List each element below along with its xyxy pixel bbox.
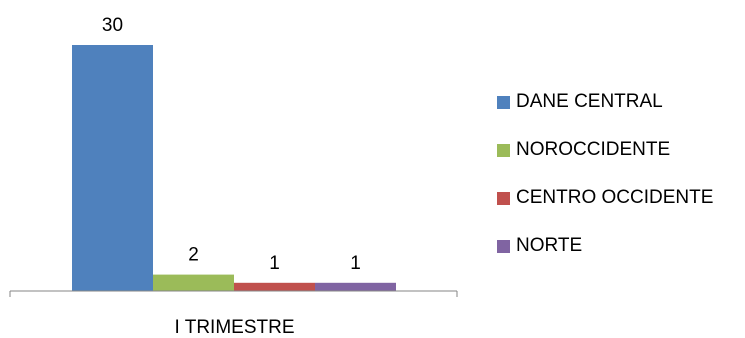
legend-label: NORTE: [516, 235, 583, 256]
x-category-label: I TRIMESTRE: [175, 317, 295, 338]
bars-group: [72, 45, 396, 291]
legend-item-dane-central: DANE CENTRAL: [497, 78, 713, 126]
legend-item-noroccidente: NOROCCIDENTE: [497, 126, 713, 174]
data-label-dane-central: 30: [102, 15, 123, 36]
bar-norte: [315, 282, 396, 291]
bar-centro-occidente: [234, 282, 315, 291]
data-label-centro-occidente: 1: [269, 253, 280, 274]
legend-item-norte: NORTE: [497, 222, 713, 270]
legend-swatch-centro-occidente: [497, 191, 510, 205]
data-label-norte: 1: [350, 253, 361, 274]
data-label-noroccidente: 2: [188, 245, 199, 266]
legend: DANE CENTRAL NOROCCIDENTE CENTRO OCCIDEN…: [497, 78, 713, 270]
legend-swatch-noroccidente: [497, 143, 510, 157]
legend-swatch-dane-central: [497, 95, 510, 109]
bar-noroccidente: [153, 274, 234, 291]
bar-dane-central: [72, 45, 153, 291]
legend-item-centro-occidente: CENTRO OCCIDENTE: [497, 174, 713, 222]
value-labels-group: 30 2 1 1: [102, 15, 361, 274]
legend-swatch-norte: [497, 239, 510, 253]
legend-label: CENTRO OCCIDENTE: [516, 187, 714, 208]
legend-label: NOROCCIDENTE: [516, 139, 671, 160]
legend-label: DANE CENTRAL: [516, 91, 663, 112]
